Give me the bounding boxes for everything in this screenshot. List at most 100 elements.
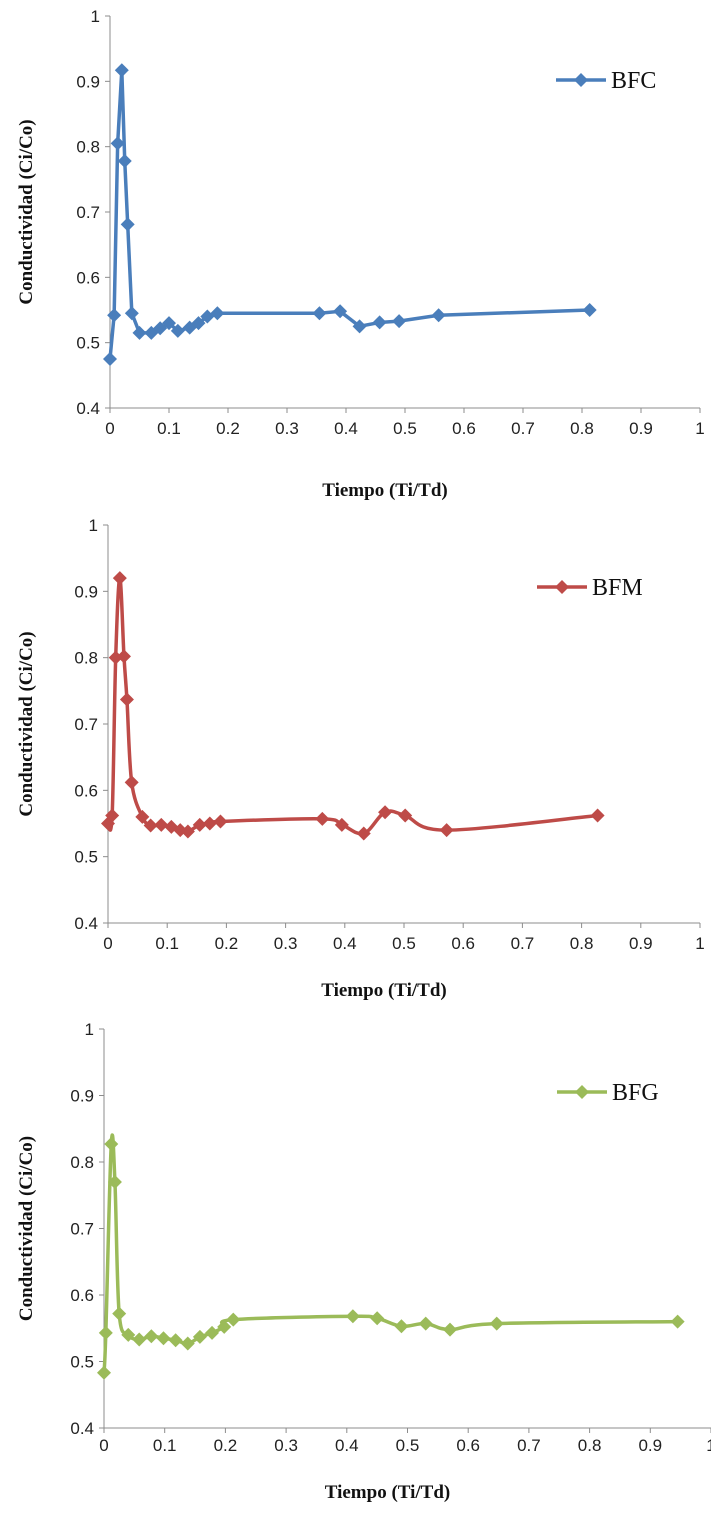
data-point [110, 136, 125, 151]
data-point [431, 308, 446, 323]
x-tick-label: 0.7 [517, 1436, 541, 1455]
x-tick-label: 0.5 [393, 419, 417, 438]
data-point [162, 316, 176, 331]
legend-marker [555, 580, 569, 594]
x-tick-label: 0.9 [629, 419, 653, 438]
y-axis-title: Conductividad (Ci/Co) [16, 631, 37, 816]
data-point [394, 1319, 409, 1334]
data-point [114, 63, 129, 78]
x-tick-label: 0.9 [629, 934, 653, 953]
data-point [107, 308, 122, 323]
x-tick-label: 0.4 [334, 419, 358, 438]
x-tick-label: 0.8 [570, 419, 594, 438]
data-point [116, 649, 131, 664]
data-point [356, 826, 371, 841]
x-tick-label: 0 [103, 934, 112, 953]
data-point [119, 692, 134, 707]
data-point [121, 1327, 136, 1342]
chart-panel-bfg: 0.4 0.5 0.6 0.7 0.8 0.9 1 0 0.1 0.2 0.3 0.4 0.5 0.6 0.… [0, 1010, 711, 1513]
x-tick-label: 0.6 [451, 934, 475, 953]
data-point [156, 1331, 171, 1346]
x-tick-label: 0 [105, 419, 114, 438]
x-tick-label: 0.9 [638, 1436, 662, 1455]
y-tick-label: 0.9 [74, 582, 98, 601]
data-point [378, 805, 393, 820]
legend-label: BFC [611, 68, 656, 94]
data-point [154, 817, 169, 832]
data-point [192, 1329, 207, 1344]
y-tick-label: 0.6 [74, 781, 98, 800]
data-point [489, 1316, 504, 1331]
y-tick-label: 0.8 [76, 138, 100, 157]
y-tick-label: 0.9 [76, 72, 100, 91]
data-point [392, 314, 407, 329]
x-tick-label: 0.6 [456, 1436, 480, 1455]
y-axis-title: Conductividad (Ci/Co) [16, 119, 37, 304]
y-tick-label: 0.7 [76, 203, 100, 222]
series-line-bfc [108, 68, 590, 360]
data-point [582, 303, 597, 317]
x-tick-label: 0.5 [392, 934, 416, 953]
data-point [312, 306, 327, 321]
data-point [120, 217, 135, 232]
x-tick-label: 0.3 [275, 419, 299, 438]
x-tick-label: 1 [695, 934, 704, 953]
data-point [135, 809, 150, 824]
data-point [217, 1319, 232, 1334]
y-tick-label: 0.7 [70, 1220, 94, 1239]
data-point [180, 1336, 195, 1351]
x-tick-label: 0.4 [335, 1436, 359, 1455]
x-tick-label: 0.7 [511, 419, 535, 438]
y-tick-label: 1 [91, 7, 100, 26]
x-tick-label: 0.6 [452, 419, 476, 438]
x-tick-label: 0.3 [274, 1436, 298, 1455]
legend-marker [575, 1085, 589, 1099]
x-axis-title: Tiempo (Ti/Td) [321, 980, 446, 1001]
series-line-bfg [102, 1133, 678, 1373]
y-axis-title: Conductividad (Ci/Co) [16, 1136, 37, 1321]
data-point [124, 775, 139, 790]
data-point [117, 154, 132, 169]
data-point [191, 316, 206, 331]
data-point [132, 1332, 147, 1347]
x-tick-label: 1 [706, 1436, 711, 1455]
data-point [104, 1137, 119, 1152]
data-point [103, 352, 117, 366]
x-tick-label: 0.1 [157, 419, 181, 438]
data-point [442, 1322, 457, 1337]
x-axis-title: Tiempo (Ti/Td) [322, 480, 447, 501]
x-tick-label: 0.4 [333, 934, 357, 953]
y-tick-label: 0.7 [74, 715, 98, 734]
x-tick-label: 0.8 [578, 1436, 602, 1455]
data-point [315, 811, 330, 826]
y-tick-label: 0.5 [76, 334, 100, 353]
data-point [345, 1309, 360, 1324]
data-point [226, 1312, 241, 1327]
data-point [112, 1306, 127, 1321]
legend-label: BFG [612, 1080, 659, 1106]
data-point [107, 1174, 122, 1189]
y-tick-label: 0.4 [74, 914, 98, 933]
data-point [670, 1314, 685, 1329]
legend-marker [574, 73, 588, 87]
x-tick-label: 0.2 [214, 1436, 238, 1455]
y-tick-label: 0.8 [70, 1153, 94, 1172]
data-point [192, 817, 207, 832]
data-point [590, 808, 605, 823]
data-point [372, 315, 387, 330]
x-tick-label: 0.3 [274, 934, 298, 953]
data-point [418, 1316, 433, 1331]
legend-label: BFM [592, 575, 643, 601]
chart-svg-bfm: 0.4 0.5 0.6 0.7 0.8 0.9 1 0 0.1 0.2 0.3 0.4 0.5 0.6 0.… [16, 516, 705, 1001]
x-tick-label: 0.1 [153, 1436, 177, 1455]
y-tick-label: 0.9 [70, 1087, 94, 1106]
data-point [132, 325, 147, 340]
x-tick-label: 0.5 [396, 1436, 420, 1455]
y-tick-label: 0.5 [74, 848, 98, 867]
data-point [398, 808, 413, 823]
data-point [98, 1325, 113, 1340]
y-tick-label: 0.6 [76, 268, 100, 287]
x-tick-label: 0.2 [215, 934, 239, 953]
data-point [334, 817, 349, 832]
data-point [205, 1325, 220, 1340]
